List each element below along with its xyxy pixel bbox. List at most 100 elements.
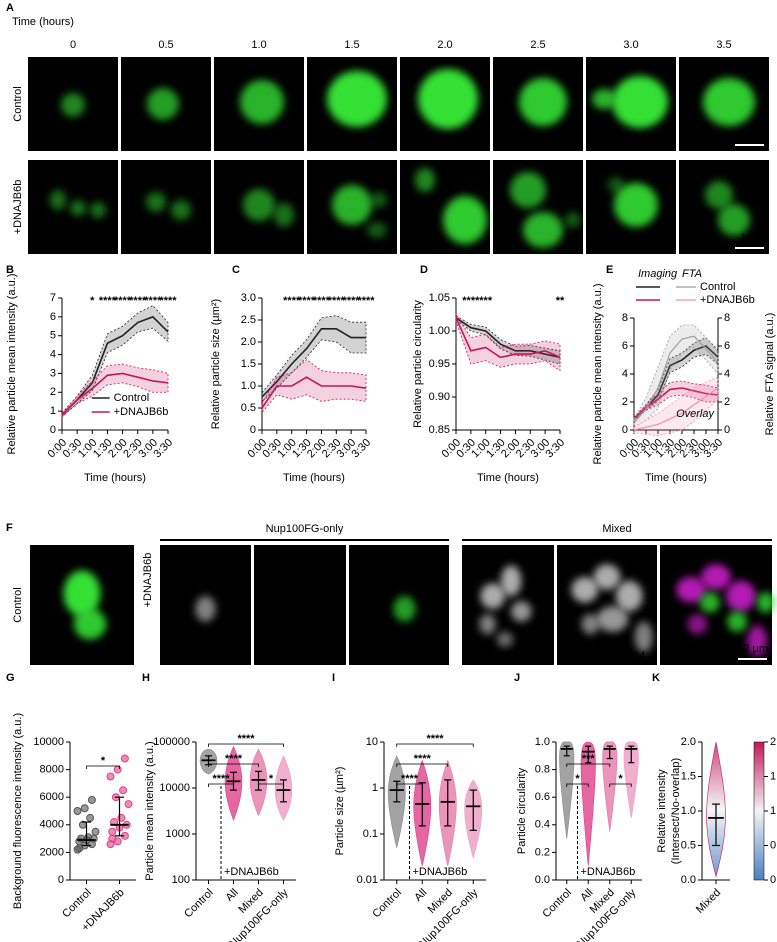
particle (718, 204, 750, 236)
particle (332, 185, 372, 225)
y-axis-label: Particle mean intensity (a.u.) (144, 741, 156, 880)
y-axis-label: Relative particle circularity (412, 300, 424, 428)
particle (496, 631, 514, 648)
significance: * (101, 755, 106, 767)
micrograph (121, 160, 211, 254)
x-tick-label: Control (540, 887, 574, 921)
colorbar (753, 741, 765, 881)
significance: **** (114, 295, 132, 307)
tick-label: 10000 (159, 782, 190, 794)
particle (592, 89, 616, 109)
particle (705, 181, 733, 209)
tick-label: 0.5 (681, 839, 696, 851)
tick-label: 1.0 (241, 380, 256, 392)
significance: * (575, 773, 580, 785)
annotation: Overlay (676, 408, 715, 420)
significance-bracket (208, 743, 284, 747)
series-line (455, 317, 561, 359)
particle (523, 212, 563, 248)
tick-label: 0 (58, 874, 64, 886)
panel-label: D (420, 264, 428, 276)
time-label: 1.5 (344, 39, 359, 51)
group-label: +DNAJB6b (413, 866, 468, 878)
data-point (86, 813, 95, 822)
significance: **** (462, 295, 480, 307)
tick-label: 2 (724, 396, 730, 408)
scale-bar-label: 1 µm (740, 129, 765, 141)
image-label: AF594 (258, 650, 290, 662)
data-point (80, 804, 89, 813)
significance: * (618, 773, 623, 785)
x-axis-label: Time (hours) (477, 472, 539, 484)
data-point (120, 754, 129, 763)
tick-label: 8 (724, 312, 730, 324)
particle (593, 564, 621, 590)
image-label: Merge (664, 650, 695, 662)
error-band (633, 337, 719, 422)
tick-label: 0 (50, 424, 56, 436)
micrograph (462, 545, 554, 665)
particle (274, 203, 294, 227)
particle (615, 580, 643, 612)
error-band (61, 305, 169, 418)
tick-label: 0.95 (429, 358, 450, 370)
panel-label: F (6, 522, 13, 534)
series-line (633, 335, 719, 424)
error-band (633, 376, 719, 437)
tick-label: 0.6 (535, 791, 550, 803)
tick-label: 1.5 (770, 770, 777, 782)
particle (443, 196, 487, 244)
particle (725, 580, 756, 612)
time-label: 0.5 (158, 39, 173, 51)
series-line (455, 317, 561, 359)
image-label: Merge (353, 650, 384, 662)
y-axis-label: Particle size (µm²) (334, 767, 346, 856)
significance: **** (414, 753, 432, 765)
tick-label: 1 (372, 782, 378, 794)
time-label: 3.5 (716, 39, 731, 51)
x-axis-label: Time (hours) (645, 472, 707, 484)
panel-label: I (332, 672, 335, 684)
tick-label: 6 (724, 340, 730, 352)
particle (415, 168, 435, 192)
tick-label: 1.5 (241, 358, 256, 370)
data-point (113, 765, 122, 774)
image-label: Nup100FG-5MF (31, 240, 111, 252)
legend-header: Imaging (638, 268, 678, 280)
tick-label: 6000 (40, 791, 64, 803)
particle (480, 583, 505, 609)
significance: **** (225, 753, 243, 765)
tick-label: 100000 (153, 736, 190, 748)
particle (614, 183, 658, 227)
tick-label: 0.0 (535, 874, 550, 886)
tick-label: 1.0 (535, 736, 550, 748)
tick-label: 1.5 (681, 770, 696, 782)
significance: **** (426, 733, 444, 745)
significance: **** (328, 295, 346, 307)
particle (171, 200, 191, 220)
tick-label: 3 (50, 367, 56, 379)
row-label: +DNAJB6b (142, 553, 154, 608)
x-tick-label: Control (370, 887, 404, 921)
time-label: 2.5 (530, 39, 545, 51)
y-axis-label: Relative particle mean intensity (a.u.) (6, 274, 18, 455)
legend-label: Control (700, 281, 735, 293)
particle (63, 570, 101, 617)
image-label: Nup100FG-5MF (31, 137, 111, 149)
tick-label: 4000 (40, 819, 64, 831)
tick-label: 1.0 (681, 805, 696, 817)
particle (747, 625, 768, 657)
significance-bracket (258, 783, 284, 787)
tick-label: 5 (50, 330, 56, 342)
particle (634, 621, 653, 653)
significance-bracket (396, 783, 423, 787)
significance: **** (159, 295, 177, 307)
tick-label: 4 (622, 368, 628, 380)
particle (90, 202, 106, 218)
x-axis-label: Time (hours) (84, 472, 146, 484)
particle (676, 576, 707, 603)
tick-label: 10 (366, 736, 378, 748)
panel-label: J (514, 672, 520, 684)
x-tick-label: All (412, 887, 429, 904)
